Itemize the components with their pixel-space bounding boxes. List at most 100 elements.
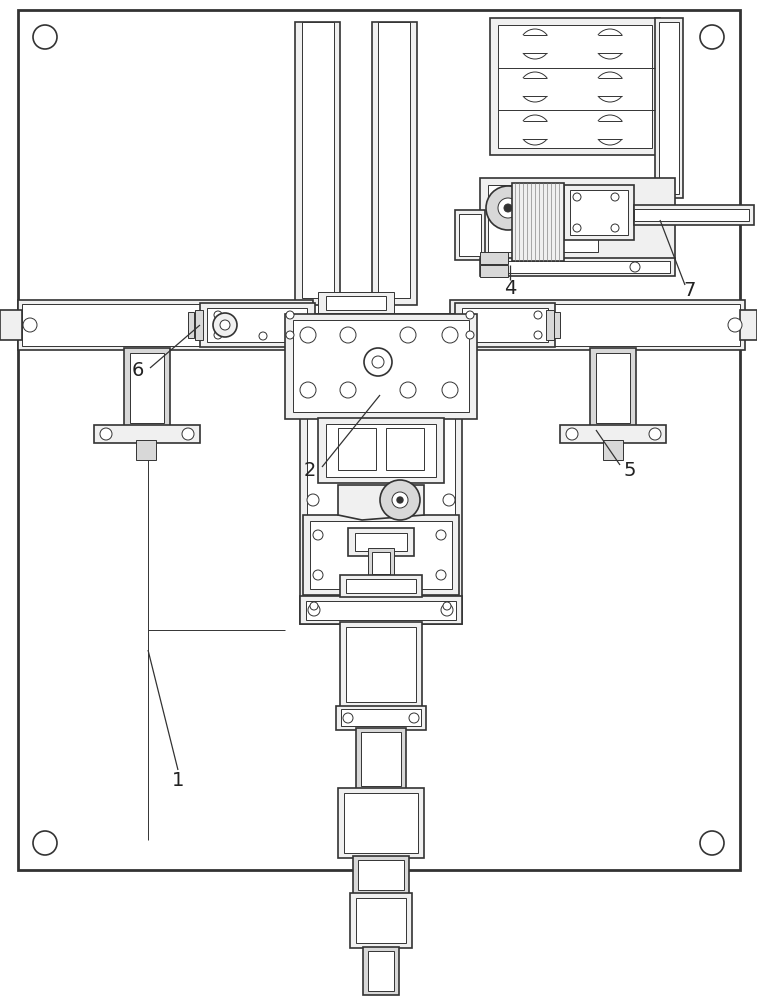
Bar (361, 732, 401, 786)
Circle shape (498, 198, 518, 218)
Bar (490, 18, 660, 155)
Bar (560, 425, 666, 443)
Circle shape (538, 121, 556, 139)
Text: 7: 7 (684, 280, 696, 300)
Circle shape (23, 318, 37, 332)
Bar (22, 304, 309, 346)
Circle shape (649, 428, 661, 440)
Circle shape (443, 602, 451, 610)
Bar (512, 183, 564, 261)
Bar (195, 310, 203, 340)
Bar (378, 22, 410, 298)
Bar (338, 428, 376, 470)
Circle shape (728, 318, 742, 332)
Bar (590, 348, 636, 428)
Circle shape (286, 311, 294, 319)
Bar (372, 552, 390, 574)
Text: 1: 1 (172, 770, 184, 790)
Bar (372, 22, 417, 305)
Bar (300, 314, 462, 624)
Circle shape (514, 78, 532, 96)
Text: 4: 4 (504, 278, 516, 298)
Bar (326, 424, 436, 477)
Bar (368, 548, 394, 578)
Polygon shape (338, 485, 424, 520)
Bar (295, 22, 340, 305)
Bar (363, 947, 399, 995)
Circle shape (611, 193, 619, 201)
Circle shape (372, 356, 384, 368)
Bar (485, 261, 670, 273)
Bar (0, 310, 22, 340)
Circle shape (443, 494, 455, 506)
Bar (570, 190, 628, 235)
Circle shape (630, 262, 640, 272)
Bar (603, 440, 623, 460)
Bar (18, 10, 740, 870)
Circle shape (308, 604, 320, 616)
Circle shape (436, 530, 446, 540)
Bar (634, 205, 754, 225)
Circle shape (520, 115, 550, 145)
Bar (358, 860, 404, 890)
Bar (348, 528, 414, 556)
Circle shape (520, 29, 550, 59)
Bar (326, 296, 386, 310)
Bar (480, 252, 508, 264)
Bar (546, 310, 554, 340)
Circle shape (457, 318, 471, 332)
Bar (307, 318, 455, 620)
Bar (344, 793, 418, 853)
Circle shape (442, 327, 458, 343)
Bar (336, 706, 426, 730)
Circle shape (392, 492, 408, 508)
Circle shape (310, 602, 318, 610)
Circle shape (214, 331, 222, 339)
Circle shape (343, 713, 353, 723)
Bar (480, 265, 508, 277)
Bar (480, 258, 675, 276)
Bar (355, 533, 407, 551)
Circle shape (566, 428, 578, 440)
Circle shape (397, 497, 403, 503)
Bar (659, 22, 679, 194)
Bar (94, 425, 200, 443)
Circle shape (466, 311, 474, 319)
Circle shape (514, 35, 532, 53)
Circle shape (340, 382, 356, 398)
Bar (341, 709, 421, 726)
Circle shape (286, 331, 294, 339)
Circle shape (220, 320, 230, 330)
Circle shape (700, 25, 724, 49)
Bar (353, 856, 409, 894)
Bar (455, 303, 555, 347)
Text: 2: 2 (304, 460, 316, 480)
Circle shape (514, 121, 532, 139)
Circle shape (100, 428, 112, 440)
Bar (340, 622, 422, 707)
Circle shape (486, 186, 530, 230)
Circle shape (595, 72, 625, 102)
Bar (498, 25, 652, 148)
Circle shape (436, 570, 446, 580)
Bar (124, 348, 170, 428)
Bar (655, 18, 683, 198)
Circle shape (340, 327, 356, 343)
Bar (293, 320, 469, 412)
Circle shape (33, 25, 57, 49)
Circle shape (33, 831, 57, 855)
Bar (338, 788, 424, 858)
Bar (310, 521, 452, 589)
Circle shape (595, 115, 625, 145)
Circle shape (613, 78, 631, 96)
Circle shape (538, 78, 556, 96)
Text: 5: 5 (624, 460, 636, 480)
Bar (455, 210, 485, 260)
Circle shape (298, 318, 312, 332)
Circle shape (573, 224, 581, 232)
Circle shape (300, 327, 316, 343)
Circle shape (613, 35, 631, 53)
Circle shape (466, 331, 474, 339)
Circle shape (442, 382, 458, 398)
Text: 6: 6 (132, 360, 144, 379)
